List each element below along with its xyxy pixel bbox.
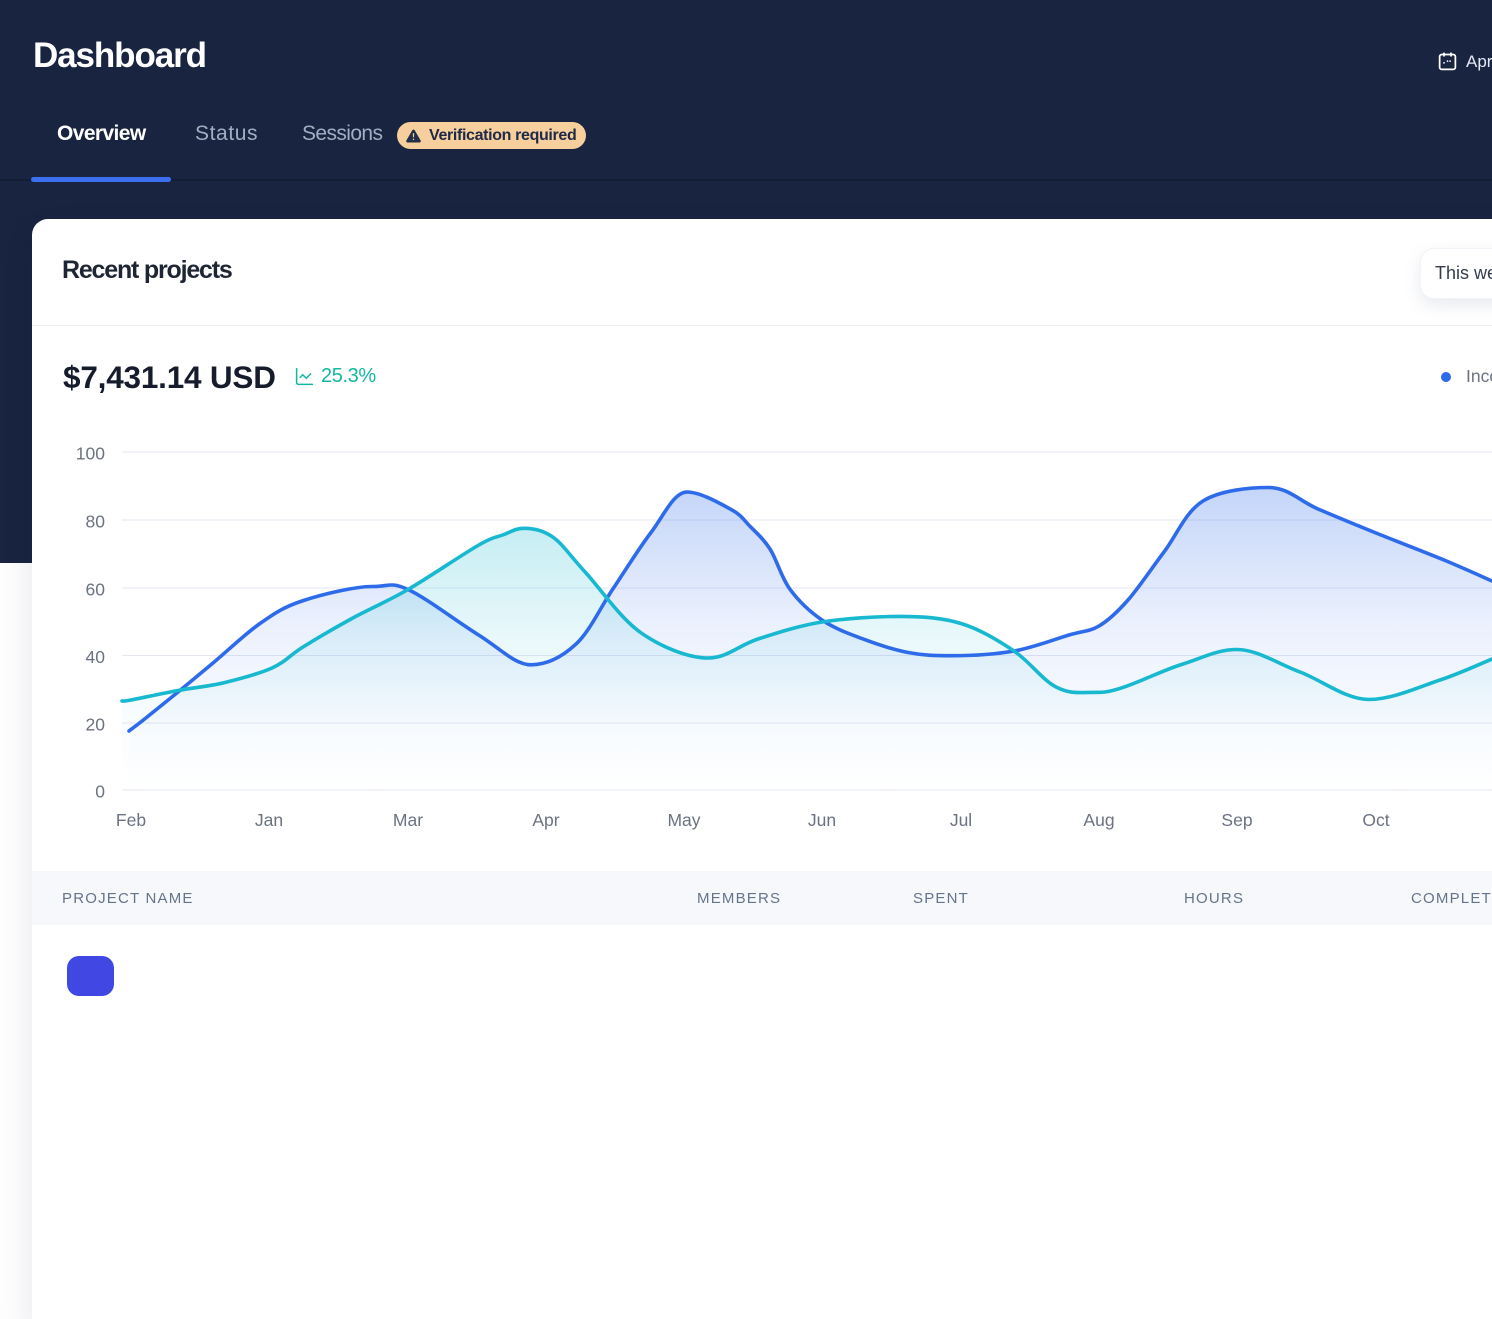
svg-text:40: 40 bbox=[86, 647, 106, 667]
svg-text:Feb: Feb bbox=[116, 810, 146, 830]
svg-text:Sep: Sep bbox=[1221, 810, 1252, 830]
svg-text:60: 60 bbox=[86, 580, 106, 600]
svg-text:Jan: Jan bbox=[255, 810, 283, 830]
svg-text:Oct: Oct bbox=[1362, 810, 1389, 830]
svg-text:100: 100 bbox=[76, 444, 105, 464]
svg-text:0: 0 bbox=[95, 782, 105, 802]
svg-text:Jul: Jul bbox=[950, 810, 972, 830]
svg-text:20: 20 bbox=[86, 715, 106, 735]
svg-text:Mar: Mar bbox=[393, 810, 423, 830]
svg-text:80: 80 bbox=[86, 512, 106, 532]
svg-text:Apr: Apr bbox=[532, 810, 559, 830]
svg-text:Jun: Jun bbox=[808, 810, 836, 830]
svg-text:May: May bbox=[667, 810, 700, 830]
svg-text:Aug: Aug bbox=[1083, 810, 1114, 830]
